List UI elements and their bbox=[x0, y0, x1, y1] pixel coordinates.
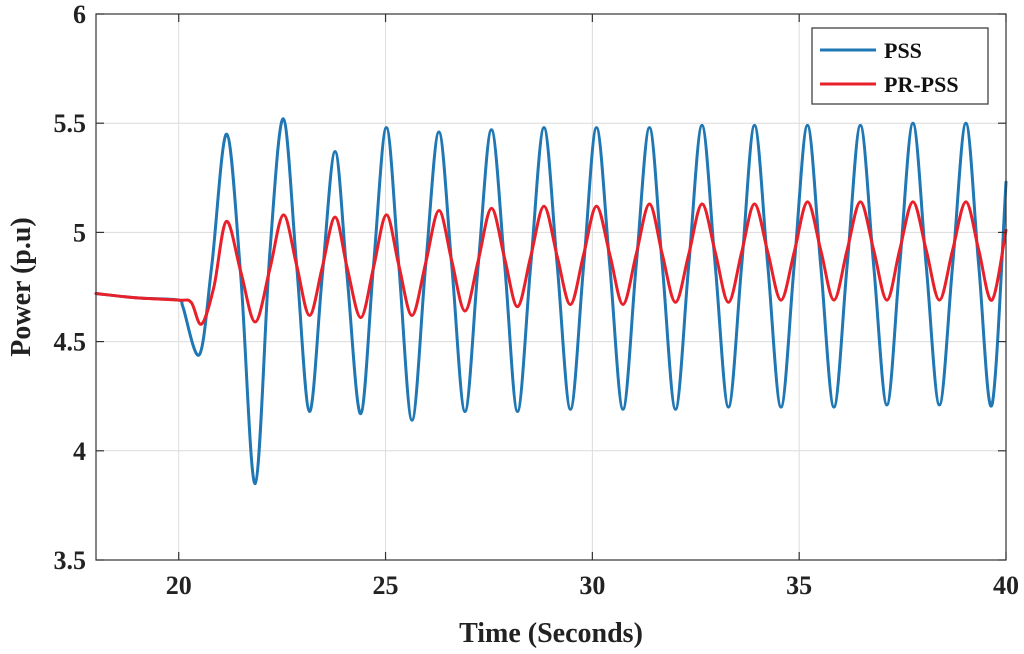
y-tick-label: 6 bbox=[73, 0, 86, 29]
series-layer bbox=[94, 117, 1008, 486]
legend-box bbox=[811, 27, 989, 105]
plot-frame bbox=[95, 13, 1007, 561]
series-line-pr-pss bbox=[94, 200, 1008, 326]
x-tick-label: 35 bbox=[786, 571, 812, 600]
legend-entry-pss: PSS bbox=[884, 38, 922, 63]
x-tick-label: 30 bbox=[579, 571, 605, 600]
legend-entry-pr-pss: PR-PSS bbox=[884, 72, 959, 97]
y-tick-label: 5.5 bbox=[54, 109, 87, 138]
y-tick-label: 4 bbox=[73, 437, 86, 466]
y-tick-label: 5 bbox=[73, 218, 86, 247]
y-axis-label: Power (p.u) bbox=[6, 217, 37, 356]
x-tick-label: 25 bbox=[373, 571, 399, 600]
y-tick-label: 3.5 bbox=[54, 546, 87, 575]
y-tick-label: 4.5 bbox=[54, 328, 87, 357]
x-tick-label: 40 bbox=[993, 571, 1019, 600]
legend: PSS PR-PSS bbox=[811, 27, 989, 105]
x-axis-label: Time (Seconds) bbox=[459, 618, 643, 649]
series-line-pss bbox=[94, 117, 1008, 486]
x-tick-label: 20 bbox=[166, 571, 192, 600]
tick-labels: 20 25 30 35 40 3.5 4 4.5 5 5.5 6 bbox=[54, 0, 1020, 600]
